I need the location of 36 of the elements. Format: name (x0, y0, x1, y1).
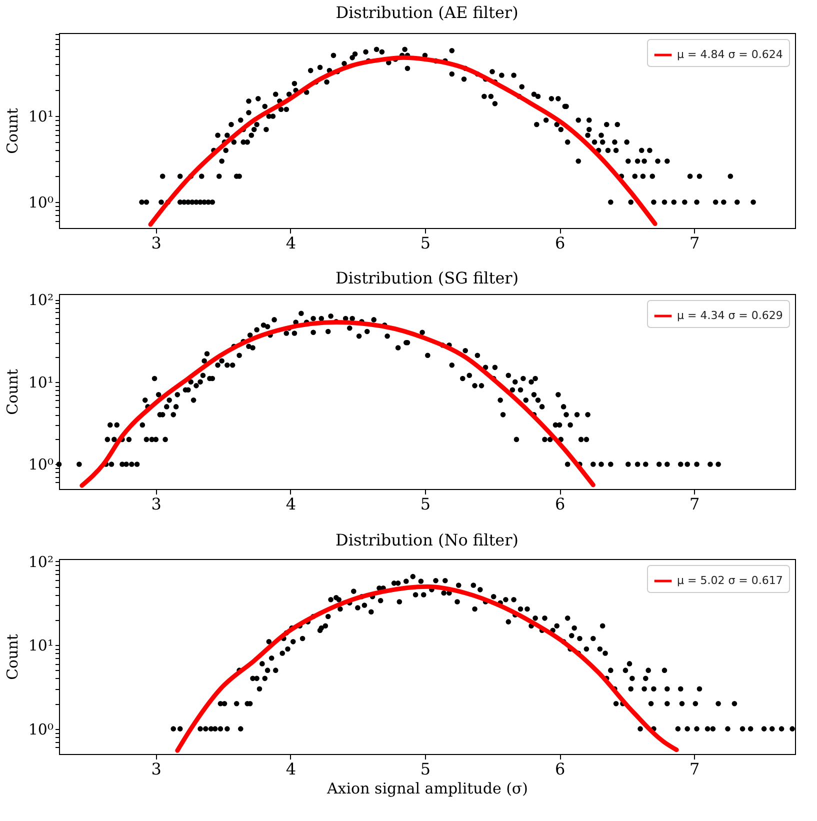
line-series (148, 55, 658, 227)
x-tick-label: 6 (554, 494, 566, 514)
y-tick-label: 10¹ (28, 636, 54, 655)
line-series (175, 584, 679, 753)
legend-label: μ = 4.34 σ = 0.629 (677, 309, 783, 322)
y-tick-label: 10⁰ (28, 194, 54, 212)
x-tick-label: 3 (151, 494, 162, 514)
chart-title: Distribution (AE filter) (336, 3, 518, 22)
y-tick-label: 10¹ (28, 108, 54, 126)
y-tick-label: 10⁰ (28, 456, 54, 474)
x-tick-label: 5 (420, 760, 431, 778)
chart-title: Distribution (SG filter) (335, 268, 519, 288)
x-tick-label: 5 (420, 234, 431, 252)
x-tick-label: 7 (689, 494, 700, 514)
x-tick-label: 3 (151, 760, 162, 778)
chart-title: Distribution (No filter) (335, 530, 519, 550)
x-axis-title: Axion signal amplitude (σ) (326, 780, 528, 798)
y-axis-title: Count (3, 369, 22, 415)
line-series (80, 320, 596, 488)
y-tick-label: 10² (28, 291, 54, 310)
y-tick-label: 10¹ (28, 373, 54, 392)
x-tick-label: 6 (554, 234, 566, 252)
y-tick-label: 10⁰ (28, 720, 54, 738)
x-tick-label: 3 (151, 234, 162, 252)
x-tick-label: 4 (286, 494, 296, 514)
legend-label: μ = 5.02 σ = 0.617 (677, 574, 783, 587)
y-axis-title: Count (3, 108, 22, 154)
legend-label: μ = 4.84 σ = 0.624 (677, 48, 783, 61)
x-tick-label: 4 (286, 234, 296, 252)
x-tick-label: 7 (689, 234, 700, 252)
y-tick-label: 10² (28, 552, 54, 571)
x-tick-label: 4 (286, 760, 296, 778)
x-tick-label: 6 (554, 760, 566, 778)
x-tick-label: 5 (420, 494, 431, 514)
x-tick-label: 7 (689, 760, 700, 778)
y-axis-title: Count (3, 634, 22, 680)
